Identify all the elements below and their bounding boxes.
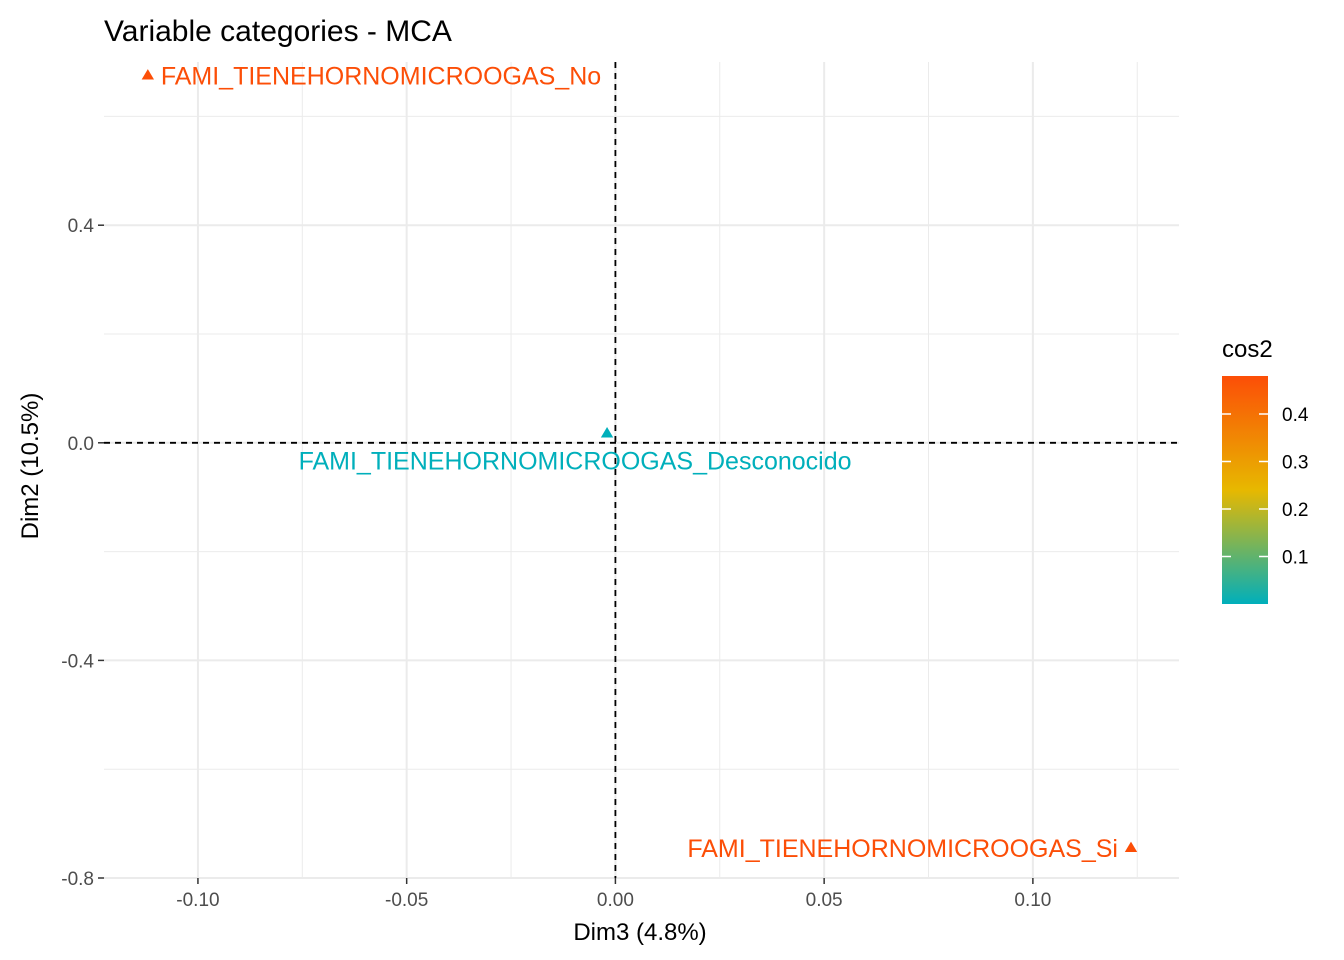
- chart-title: Variable categories - MCA: [104, 15, 452, 48]
- legend-tick-label: 0.1: [1282, 548, 1308, 569]
- legend-tick-label: 0.4: [1282, 405, 1309, 426]
- category-point-marker: [141, 69, 155, 80]
- x-tick-label: -0.05: [385, 890, 428, 911]
- x-tick-label: 0.05: [806, 890, 843, 911]
- category-point-label: FAMI_TIENEHORNOMICROOGAS_Si: [687, 835, 1118, 863]
- legend-title: cos2: [1222, 336, 1273, 363]
- points: FAMI_TIENEHORNOMICROOGAS_No FAMI_TIENEHOR…: [141, 63, 1138, 863]
- axes: -0.10 -0.05 0.00 0.05 0.10 -0.8 -0.4 0.0 0.4: [61, 216, 1051, 911]
- category-point-marker: [1124, 841, 1138, 852]
- category-point-label: FAMI_TIENEHORNOMICROOGAS_Desconocido: [299, 448, 852, 476]
- x-tick-label: 0.10: [1014, 890, 1051, 911]
- y-tick-label: -0.4: [61, 651, 94, 672]
- color-legend: cos2 0.1 0.2 0.3 0.4: [1222, 336, 1309, 604]
- y-axis-title: Dim2 (10.5%): [17, 393, 44, 540]
- x-tick-label: 0.00: [597, 890, 634, 911]
- y-tick-label: -0.8: [61, 869, 94, 890]
- x-tick-label: -0.10: [176, 890, 219, 911]
- y-tick-label: 0.0: [68, 434, 94, 455]
- category-point-label: FAMI_TIENEHORNOMICROOGAS_No: [161, 63, 601, 91]
- x-axis-title: Dim3 (4.8%): [573, 919, 706, 946]
- category-point-marker: [600, 427, 614, 438]
- legend-gradient-bar: [1222, 376, 1268, 604]
- grid: [104, 62, 1179, 879]
- legend-tick-label: 0.3: [1282, 453, 1308, 474]
- legend-tick-label: 0.2: [1282, 500, 1308, 521]
- y-tick-label: 0.4: [68, 216, 95, 237]
- reference-lines: [104, 62, 1179, 878]
